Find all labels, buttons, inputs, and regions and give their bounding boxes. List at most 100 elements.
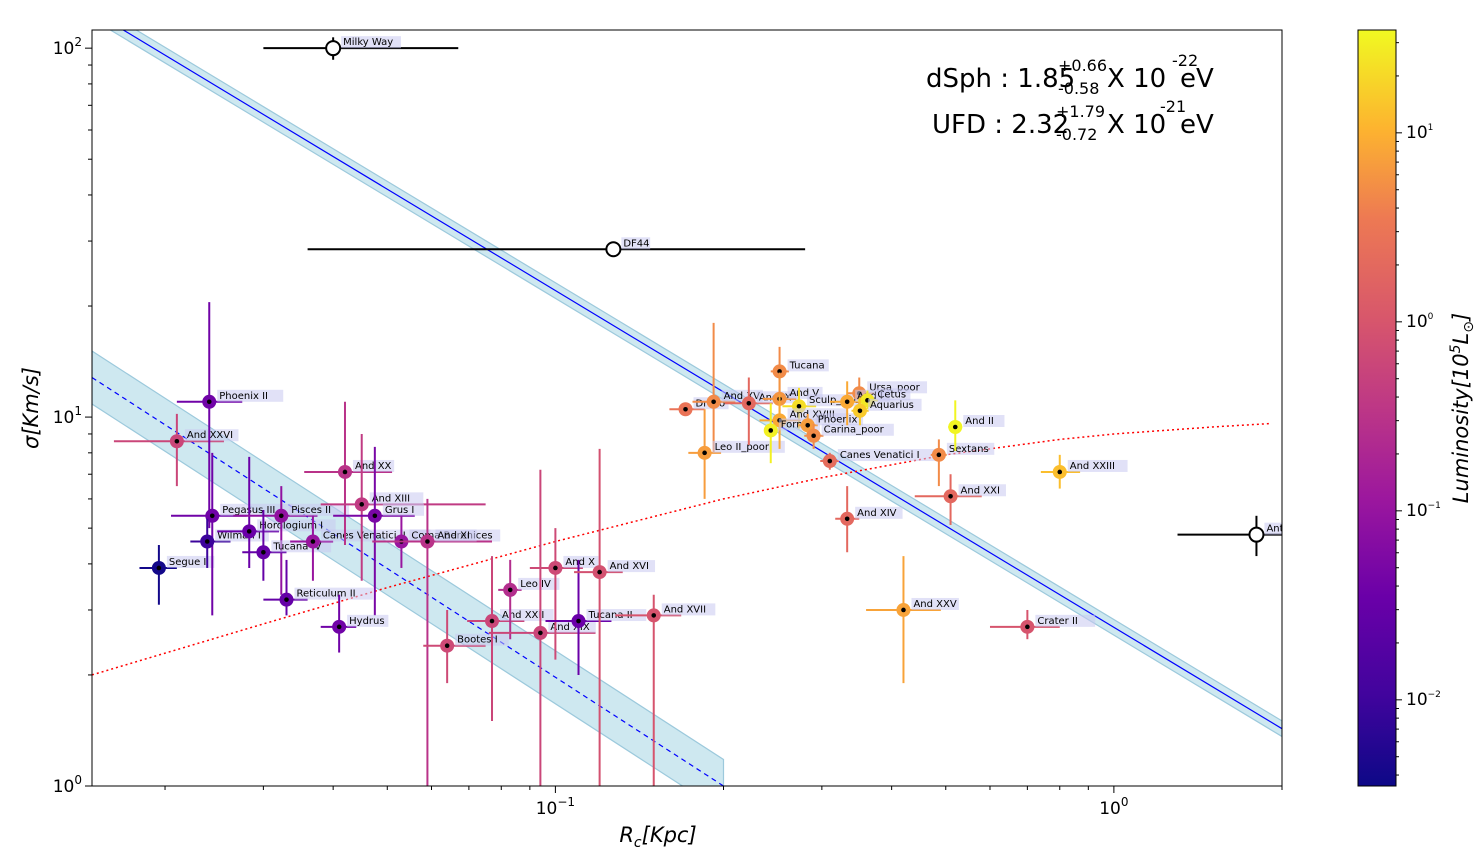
point-label: And XV [724,391,761,402]
y-tick-label: 102 [53,35,82,59]
point-marker [1248,526,1265,543]
point-label: Canes Venatici II [323,530,406,541]
point-label-bg [607,560,656,573]
data-point-45: And XXIII [1040,454,1128,489]
point-label-bg [911,597,959,610]
point-center [651,613,657,618]
annotation-ufd-mid: X 10 [1107,110,1166,140]
point-center [948,493,953,499]
annotation-dsph-prefix: dSph : 1.85 [926,64,1075,94]
data-point-11: And XIII [320,433,486,581]
point-label: Milky Way [343,37,393,48]
annotation-ufd-exp: -21 [1160,97,1186,116]
fit-line-1-band [92,350,725,786]
point-center [310,539,316,544]
point-label-bg [257,519,336,532]
point-center [278,513,284,519]
colorbar-gradient [1357,29,1397,787]
annotation-ufd-upper: +1.79 [1056,102,1105,121]
point-center [768,428,774,433]
data-point-15: And XI [372,498,493,786]
point-label: Ursa_poor [869,382,920,393]
point-center [553,565,558,571]
point-label-bg [946,442,995,455]
data-point-8: Reticulum II [263,559,373,616]
point-label: Reticulum II [296,589,355,600]
data-point-35: Canes Venatici I [820,449,942,470]
point-center [204,539,210,544]
annotation-dsph-mid: X 10 [1107,64,1166,94]
colorbar-title: Luminosity[105L⊙] [1448,313,1477,503]
point-label-bg [341,36,401,49]
point-label: Phoenix [818,414,858,425]
fit-line-0-band [109,30,1282,738]
point-label: And XIX [550,622,590,633]
point-label: And X [565,557,595,568]
annotation-dsph-unit: eV [1180,64,1214,94]
point-label: Horologium I [259,520,323,531]
point-center [857,408,863,414]
data-point-ref-2: Antlia-2 [1177,515,1282,557]
data-point-18: Leo IV [498,559,560,640]
point-label-bg [369,492,424,505]
data-point-ref-1: DF44 [307,237,806,258]
point-center [372,513,378,519]
point-label-bg [217,389,284,402]
point-label: Canes Venatici I [840,450,920,461]
point-marker [605,241,622,258]
point-label-bg [821,423,894,436]
point-label-bg [289,503,350,516]
point-label-bg [184,429,239,442]
data-point-26: Leo II_poor [688,409,785,499]
fit-annotation-dsph: dSph : 1.85 +0.66 -0.58 X 10 -22 eV [926,51,1214,98]
data-point-41: And XXV [866,556,959,684]
colorbar-tick-label: 101 [1406,123,1433,143]
point-label-bg [455,633,509,646]
point-label-bg [220,503,293,516]
point-center [901,607,906,613]
reference-curve [92,422,1270,676]
point-label: DF44 [623,238,649,249]
point-label: Grus I [385,505,415,516]
point-label-bg [563,555,599,568]
fit-line-0 [122,30,1282,730]
point-center [507,587,513,593]
point-center [711,399,716,405]
point-label: And XXII [502,610,544,621]
data-point-5: Horologium I [217,456,336,568]
point-label-bg [787,359,829,372]
point-label: Tucana [789,360,825,371]
x-axis-title: Rc[Kpc] [619,823,696,851]
point-label-bg [712,440,785,453]
point-label-bg [963,414,1005,427]
axes: 10−1 100 100 101 102 [53,35,1283,819]
point-label: Wilman I [217,530,261,541]
point-label-bg [294,587,373,600]
annotation-dsph-lower: -0.58 [1058,79,1099,98]
x-tick-label: 100 [1099,795,1128,819]
point-label: And XVIII [790,409,835,420]
data-point-22: And XVI [574,448,656,786]
point-label-bg [621,237,651,250]
point-label-bg [166,555,215,568]
point-label: Sextans [949,444,989,455]
point-label-bg [661,603,716,616]
point-label: And XXI [961,485,1000,496]
point-center [359,502,365,507]
annotation-ufd-unit: eV [1180,110,1214,140]
point-center [425,539,430,544]
data-point-23: And XVII [615,594,716,786]
data-point-2: Phoenix II [176,302,284,529]
point-center [597,569,602,575]
data-point-40: And XIV [835,486,903,553]
point-center [844,399,850,405]
point-center [209,513,215,519]
point-label: Leo IV [520,579,551,590]
point-label: Sculp_poor [809,395,865,406]
point-label: Fornax [781,419,815,430]
point-label-bg [518,577,560,590]
point-center [952,424,958,430]
point-center [936,452,942,458]
point-center [811,433,816,439]
